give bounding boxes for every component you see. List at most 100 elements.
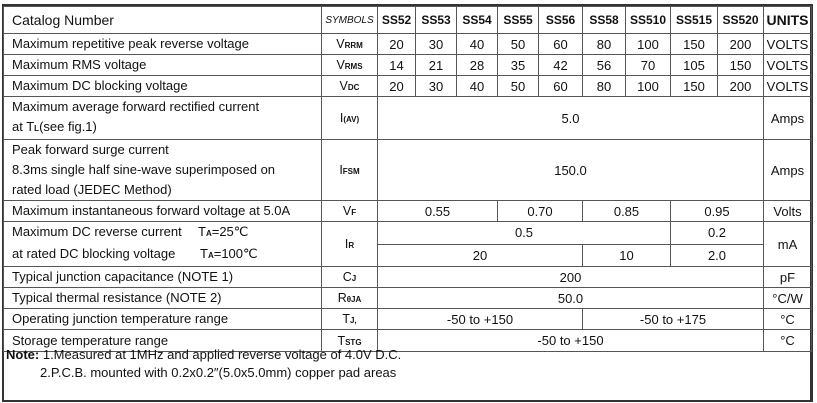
value-cell: 0.55 — [377, 200, 498, 222]
symbol: IFSM — [321, 139, 378, 201]
symbol-sub: R — [348, 241, 355, 250]
symbol-main: R — [337, 291, 347, 305]
symbol-main: V — [336, 58, 345, 72]
unit-cell: mA — [763, 221, 812, 267]
value-cell: 60 — [538, 33, 583, 55]
value-cell: 150 — [717, 54, 764, 76]
value-cell: 150.0 — [377, 139, 764, 201]
part-header: SS520 — [717, 6, 764, 34]
value-cell: -50 to +150 — [377, 308, 583, 330]
value-cell: 200 — [717, 75, 764, 97]
param-label-line: Maximum DC reverse current TA=25℃ — [12, 223, 321, 245]
spec-table-frame: Catalog Number SYMBOLS SS52 SS53 SS54 SS… — [2, 4, 813, 402]
header-row: Catalog Number SYMBOLS SS52 SS53 SS54 SS… — [3, 6, 812, 34]
value-cell: -50 to +175 — [582, 308, 764, 330]
value-cell: 14 — [377, 54, 416, 76]
value-cell: 40 — [456, 33, 498, 55]
value-cell: 100 — [625, 33, 671, 55]
table-row: Typical thermal resistance (NOTE 2) RθJA… — [3, 287, 812, 309]
symbol-sub: J — [351, 274, 357, 283]
param-label: Maximum RMS voltage — [3, 54, 322, 76]
label-text: T — [198, 224, 206, 239]
symbols-header: SYMBOLS — [321, 6, 378, 34]
symbol-sub: (AV) — [343, 115, 360, 124]
unit-cell: °C/W — [763, 287, 812, 309]
symbol-main: T — [342, 312, 350, 326]
table-row: Peak forward surge current 8.3ms single h… — [3, 139, 812, 201]
value-cell: 21 — [415, 54, 457, 76]
value-cell: 30 — [415, 33, 457, 55]
symbol-main: I — [339, 163, 343, 177]
value-cell: 0.95 — [670, 200, 764, 222]
label-text: Maximum DC reverse current — [12, 224, 182, 239]
part-header: SS510 — [625, 6, 671, 34]
unit-cell: VOLTS — [763, 54, 812, 76]
param-label-line: Maximum average forward rectified curren… — [12, 99, 260, 114]
part-header: SS53 — [415, 6, 457, 34]
value-cell: 35 — [497, 54, 539, 76]
part-header: SS58 — [582, 6, 626, 34]
unit-cell: VOLTS — [763, 75, 812, 97]
param-label: Maximum DC blocking voltage — [3, 75, 322, 97]
part-header: SS52 — [377, 6, 416, 34]
symbol-sub: DC — [347, 83, 360, 92]
param-label: Operating junction temperature range — [3, 308, 322, 330]
table-row: Maximum average forward rectified curren… — [3, 96, 812, 140]
symbol: I(AV) — [321, 96, 378, 140]
label-text: (see fig.1) — [39, 119, 97, 134]
unit-cell: Amps — [763, 139, 812, 201]
table-row: Maximum repetitive peak reverse voltage … — [3, 33, 812, 55]
symbol-main: I — [344, 237, 349, 251]
param-label: Peak forward surge current 8.3ms single h… — [3, 139, 322, 201]
symbol-sub: RRM — [344, 41, 363, 50]
value-cell: 56 — [582, 54, 626, 76]
value-cell: 105 — [670, 54, 718, 76]
value-cell: 28 — [456, 54, 498, 76]
value-cell: 5.0 — [377, 96, 764, 140]
value-cell: 80 — [582, 33, 626, 55]
value-cell: 50.0 — [377, 287, 764, 309]
symbol-sub: RMS — [344, 62, 363, 71]
symbol-sub: θJA — [346, 295, 362, 304]
value-cell: 10 — [582, 243, 671, 267]
label-sub: A — [207, 251, 214, 260]
param-label-line: at TL(see fig.1) — [12, 117, 321, 139]
part-header: SS54 — [456, 6, 498, 34]
param-label: Maximum average forward rectified curren… — [3, 96, 322, 140]
param-label: Maximum DC reverse current TA=25℃ at rate… — [3, 221, 322, 267]
param-label-line: at rated DC blocking voltage TA=100℃ — [12, 244, 321, 266]
electrical-characteristics-table: Catalog Number SYMBOLS SS52 SS53 SS54 SS… — [3, 6, 812, 352]
symbol-main: V — [342, 204, 352, 218]
part-header: SS515 — [670, 6, 718, 34]
symbol: VRRM — [321, 33, 378, 55]
table-row: Maximum RMS voltage VRMS 14 21 28 35 42 … — [3, 54, 812, 76]
unit-cell: °C — [763, 308, 812, 330]
param-label: Maximum instantaneous forward voltage at… — [3, 200, 322, 222]
unit-cell: pF — [763, 266, 812, 288]
part-header: SS56 — [538, 6, 583, 34]
value-cell: 0.2 — [670, 221, 764, 245]
notes: Note: 1.Measured at 1MHz and applied rev… — [6, 346, 401, 382]
symbol-main: T — [337, 333, 346, 348]
note-line: Note: 1.Measured at 1MHz and applied rev… — [6, 346, 401, 364]
table-row: Storage temperature range TSTG -50 to +1… — [3, 329, 812, 352]
value-cell: 200 — [717, 33, 764, 55]
value-cell: 100 — [625, 75, 671, 97]
label-sub: L — [34, 124, 40, 133]
value-cell: 80 — [582, 75, 626, 97]
unit-cell: °C — [763, 329, 812, 352]
part-header: SS55 — [497, 6, 539, 34]
notes-title: Note: — [6, 347, 40, 362]
unit-cell: Volts — [763, 200, 812, 222]
table-row: Maximum DC reverse current TA=25℃ at rate… — [3, 221, 812, 267]
value-cell: 20 — [377, 243, 583, 267]
param-label-line: 8.3ms single half sine-wave superimposed… — [12, 162, 276, 177]
value-cell: 42 — [538, 54, 583, 76]
symbol: TSTG — [321, 329, 378, 352]
symbol: IR — [321, 221, 378, 267]
table-row: Maximum DC blocking voltage VDC 20 30 40… — [3, 75, 812, 97]
value-cell: 0.5 — [377, 221, 671, 245]
symbol-main: I — [339, 111, 344, 125]
table-row: Operating junction temperature range TJ,… — [3, 308, 812, 330]
symbol: VF — [321, 200, 378, 222]
